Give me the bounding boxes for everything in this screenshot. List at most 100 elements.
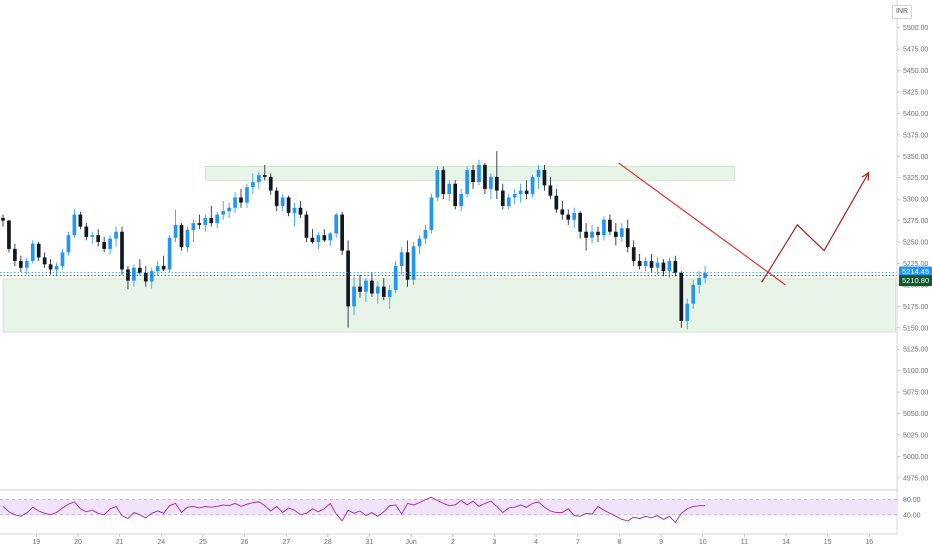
candle-body <box>477 164 481 183</box>
candle <box>191 219 196 243</box>
candle-body <box>78 214 83 227</box>
candle-body <box>286 197 291 213</box>
candle <box>637 254 642 270</box>
candle-body <box>548 185 553 196</box>
candle-body <box>625 228 630 248</box>
candle-body <box>96 235 101 243</box>
candle-body <box>370 280 374 294</box>
candle <box>209 206 214 227</box>
candle <box>643 257 648 272</box>
candle <box>358 274 362 298</box>
time-tick-label: 4 <box>534 539 538 546</box>
candle <box>364 278 368 303</box>
candle <box>500 183 505 210</box>
candle-body <box>7 220 11 249</box>
candle-body <box>685 303 690 321</box>
time-tick-label: 7 <box>576 539 580 546</box>
candle <box>54 262 59 277</box>
candle-body <box>376 286 380 294</box>
candle <box>138 259 142 275</box>
price-tick-label: 5500.00 <box>903 25 928 32</box>
candle-body <box>554 195 559 210</box>
candle <box>185 226 190 253</box>
time-axis[interactable]: 19 20 21 24 25 26 27 28 31 Jun 2 3 4 7 8 9 10 11 14 15 16 <box>32 534 873 546</box>
candle <box>453 180 458 210</box>
candle-body <box>489 176 493 189</box>
candle <box>614 223 618 246</box>
price-tick-label: 5275.00 <box>903 218 928 225</box>
candle-body <box>649 260 654 268</box>
currency-badge[interactable]: INR <box>891 5 912 19</box>
candle-body <box>405 252 410 280</box>
candle <box>584 223 588 251</box>
candle-body <box>530 176 535 195</box>
time-tick-label: 28 <box>324 539 332 546</box>
candle-body <box>209 218 214 224</box>
candle <box>602 216 606 241</box>
candle <box>161 255 166 272</box>
price-tick-label: 5100.00 <box>903 368 928 375</box>
rsi-pane: 80.00 40.00 <box>0 496 921 524</box>
candle <box>667 257 672 279</box>
price-tick-label: 4975.00 <box>903 475 928 482</box>
price-tick-label: 5300.00 <box>903 197 928 204</box>
candle <box>155 260 160 277</box>
price-tick-label: 5450.00 <box>903 68 928 75</box>
candle <box>48 259 53 275</box>
candle <box>691 279 696 309</box>
price-zone <box>2 278 896 333</box>
candle-body <box>126 269 130 281</box>
candle <box>661 259 666 277</box>
candle-body <box>661 262 666 272</box>
candle <box>441 166 446 200</box>
time-tick-label: 8 <box>617 539 621 546</box>
candle <box>286 195 291 217</box>
level-badge <box>899 275 932 287</box>
candle-body <box>280 197 285 207</box>
candle <box>548 176 553 200</box>
price-tick-label: 5350.00 <box>903 154 928 161</box>
candle <box>596 226 600 243</box>
candle-body <box>614 231 618 237</box>
candle <box>203 214 208 232</box>
price-tick-label: 5475.00 <box>903 47 928 54</box>
price-tick-label: 5400.00 <box>903 111 928 118</box>
time-tick-label: 20 <box>74 539 82 546</box>
candle <box>24 257 29 275</box>
candle <box>471 164 475 189</box>
candle <box>274 187 279 212</box>
candle <box>36 242 41 261</box>
candle <box>566 209 571 225</box>
price-axis[interactable]: 5500.00 5475.00 5450.00 5425.00 5400.00 5375.… <box>897 25 928 482</box>
candle-body <box>262 175 267 177</box>
candle <box>590 224 594 244</box>
candle-body <box>114 231 118 239</box>
price-tick-label: 5425.00 <box>903 89 928 96</box>
time-tick-label: Jun <box>406 539 417 546</box>
candle-body <box>584 231 588 238</box>
candle-body <box>465 169 469 195</box>
candle-body <box>358 286 362 292</box>
candle <box>280 194 285 212</box>
candle <box>257 171 261 189</box>
candle-body <box>60 252 65 267</box>
candle <box>30 240 35 264</box>
candle-body <box>203 218 208 225</box>
rsi-line <box>2 496 706 524</box>
candle-body <box>596 231 600 236</box>
candle <box>239 188 243 208</box>
price-tick-label: 5375.00 <box>903 132 928 139</box>
candle <box>227 202 231 219</box>
candlestick-series <box>1 151 707 330</box>
candle-body <box>364 280 368 292</box>
candle <box>197 214 202 230</box>
candle <box>90 231 95 244</box>
candle-body <box>143 272 148 282</box>
candle <box>149 267 154 289</box>
candle-body <box>161 266 166 270</box>
candle <box>429 194 434 234</box>
candle <box>251 173 255 195</box>
candle <box>179 223 184 251</box>
candle-body <box>387 290 392 297</box>
